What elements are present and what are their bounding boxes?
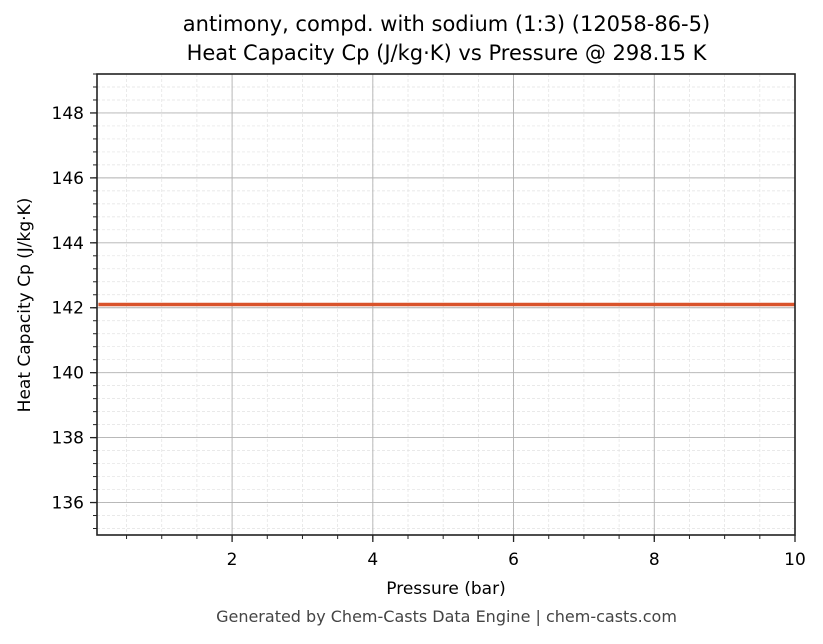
x-axis-label: Pressure (bar): [386, 579, 505, 599]
y-axis-label: Heat Capacity Cp (J/kg·K): [15, 198, 35, 413]
y-tick-label: 138: [52, 429, 84, 449]
y-tick-label: 144: [52, 234, 84, 254]
x-tick-labels: 2 4 6 8 10: [227, 550, 806, 570]
footer-credit: Generated by Chem-Casts Data Engine | ch…: [216, 607, 677, 626]
plot-frame: [96, 73, 796, 536]
x-tick-label: 4: [367, 550, 378, 570]
y-tick-label: 136: [52, 494, 84, 514]
axis-ticks: [90, 73, 796, 542]
x-tick-label: 6: [508, 550, 519, 570]
x-tick-label: 8: [649, 550, 660, 570]
chart-subtitle: Heat Capacity Cp (J/kg·K) vs Pressure @ …: [186, 41, 707, 65]
x-tick-label: 2: [227, 550, 238, 570]
chart-title: antimony, compd. with sodium (1:3) (1205…: [182, 12, 711, 36]
x-tick-label: 10: [784, 550, 806, 570]
y-tick-label: 146: [52, 169, 84, 189]
y-tick-label: 148: [52, 104, 84, 124]
y-tick-label: 140: [52, 364, 84, 384]
y-tick-label: 142: [52, 299, 84, 319]
y-tick-labels: 136 138 140 142 144 146 148: [52, 104, 84, 514]
